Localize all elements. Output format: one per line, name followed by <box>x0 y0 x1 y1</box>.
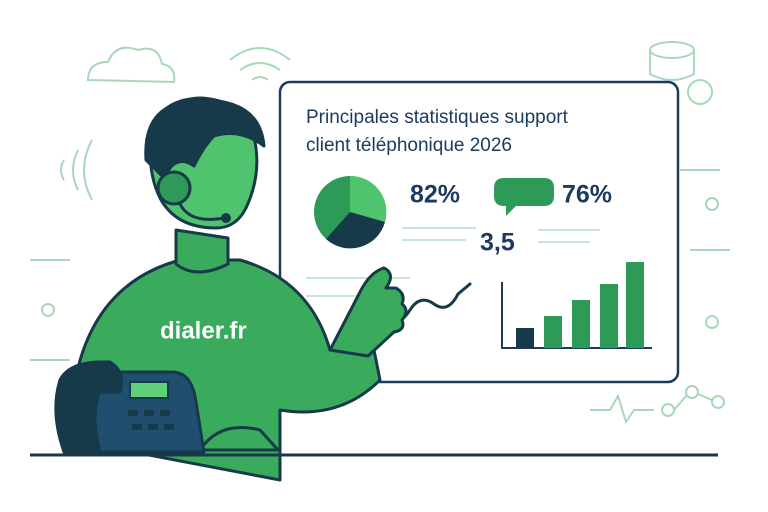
bar-chart-icon <box>501 262 652 349</box>
background-decor <box>30 41 730 425</box>
panel-title-line: Principales statistiques support <box>306 107 569 128</box>
stat-value: 82% <box>410 181 460 209</box>
stat-value: 76% <box>562 181 612 209</box>
panel-title-line: client téléphonique 2026 <box>306 135 512 156</box>
shirt-label: dialer.fr <box>160 317 247 344</box>
stat-value: 3,5 <box>480 229 515 257</box>
chat-icon <box>494 178 554 216</box>
pie-icon <box>314 175 387 249</box>
desk-phone <box>54 360 206 454</box>
